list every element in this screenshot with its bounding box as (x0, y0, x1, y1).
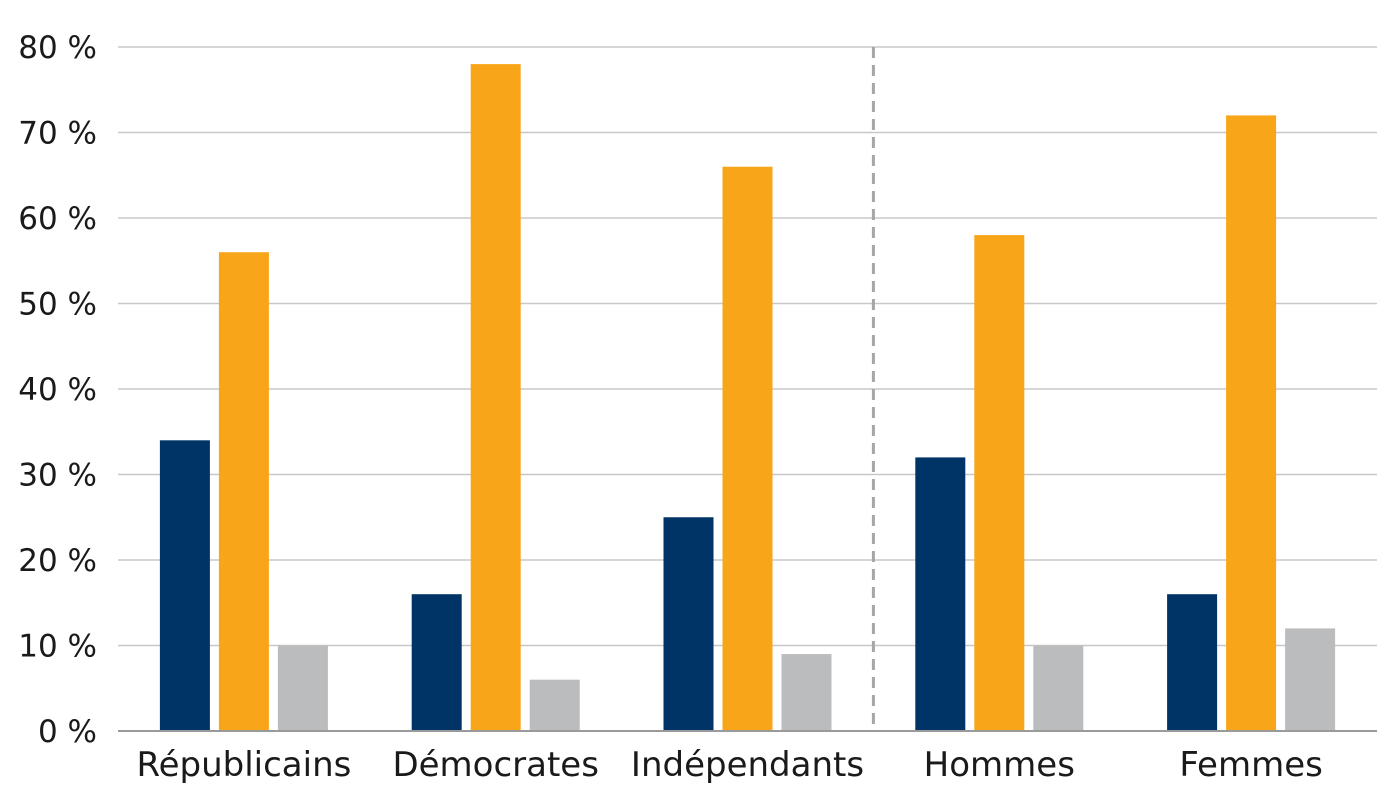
y-tick-label: 20 % (18, 543, 97, 579)
bar (915, 457, 966, 731)
x-tick-label: Démocrates (392, 745, 599, 785)
y-tick-label: 10 % (18, 629, 97, 665)
x-tick-label: Femmes (1179, 745, 1323, 785)
y-tick-label: 0 % (38, 714, 97, 750)
bar (722, 166, 773, 731)
bar (1285, 628, 1336, 731)
x-tick-labels: Républicains Démocrates Indépendants Hommes… (136, 745, 1322, 785)
bar (218, 252, 269, 731)
y-tick-label: 30 % (18, 458, 97, 494)
bar (1226, 115, 1277, 731)
bar (277, 645, 328, 731)
y-tick-label: 70 % (18, 116, 97, 152)
bar (781, 654, 832, 731)
bar (974, 235, 1025, 731)
x-tick-label: Hommes (924, 745, 1075, 785)
bar (663, 517, 714, 731)
bar-layer (159, 64, 1336, 732)
bar (529, 679, 580, 731)
y-tick-label: 40 % (18, 372, 97, 408)
bar (411, 594, 462, 731)
x-tick-label: Républicains (136, 745, 351, 785)
bar (1167, 594, 1218, 731)
bar (159, 440, 210, 731)
y-tick-labels: 0 % 10 % 20 % 30 % 40 % 50 % 60 % 70 % 80 % (18, 30, 97, 750)
y-tick-label: 80 % (18, 30, 97, 66)
bar (470, 64, 521, 732)
y-tick-label: 50 % (18, 287, 97, 323)
bar (1033, 645, 1084, 731)
x-tick-label: Indépendants (631, 745, 864, 785)
y-tick-label: 60 % (18, 201, 97, 237)
